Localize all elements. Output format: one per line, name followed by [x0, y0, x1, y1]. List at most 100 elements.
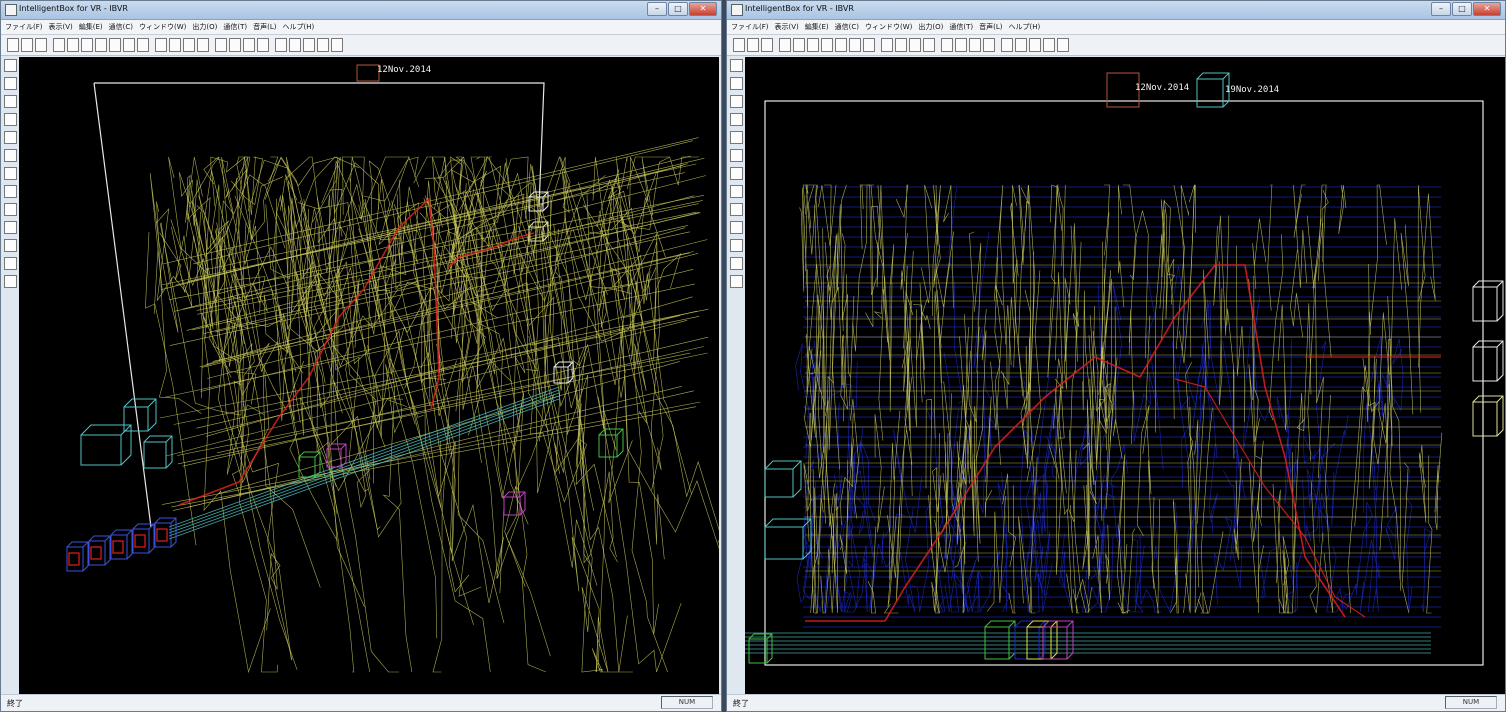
side-tool-button[interactable] [3, 59, 17, 72]
side-tool-button[interactable] [3, 185, 17, 198]
tool-button[interactable] [137, 38, 149, 52]
tool-button[interactable] [969, 38, 981, 52]
maximize-button[interactable]: □ [668, 2, 688, 16]
menu-file[interactable]: ファイル(F) [5, 23, 43, 31]
tool-button[interactable] [109, 38, 121, 52]
menu-view[interactable]: 表示(V) [774, 23, 799, 31]
3d-viewport[interactable]: 12Nov.2014 [19, 57, 719, 695]
menu-audio[interactable]: 音声(L) [979, 23, 1003, 31]
menu-communication[interactable]: 通信(C) [834, 23, 860, 31]
tool-button[interactable] [1043, 38, 1055, 52]
menu-view[interactable]: 表示(V) [48, 23, 73, 31]
side-tool-button[interactable] [729, 113, 743, 126]
tool-button[interactable] [895, 38, 907, 52]
tool-button[interactable] [909, 38, 921, 52]
tool-button[interactable] [941, 38, 953, 52]
side-tool-button[interactable] [729, 59, 743, 72]
side-tool-button[interactable] [729, 221, 743, 234]
menu-help[interactable]: ヘルプ(H) [1008, 23, 1041, 31]
side-tool-button[interactable] [729, 203, 743, 216]
side-tool-button[interactable] [729, 167, 743, 180]
side-tool-button[interactable] [3, 167, 17, 180]
tool-button[interactable] [849, 38, 861, 52]
tool-button[interactable] [1029, 38, 1041, 52]
tool-button[interactable] [197, 38, 209, 52]
menu-window[interactable]: ウィンドウ(W) [865, 23, 913, 31]
tool-button[interactable] [863, 38, 875, 52]
tool-button[interactable] [983, 38, 995, 52]
tool-button[interactable] [95, 38, 107, 52]
side-tool-button[interactable] [729, 149, 743, 162]
tool-button[interactable] [317, 38, 329, 52]
tool-button[interactable] [779, 38, 791, 52]
tool-button[interactable] [7, 38, 19, 52]
tool-button[interactable] [923, 38, 935, 52]
maximize-button[interactable]: □ [1452, 2, 1472, 16]
menu-output[interactable]: 出力(O) [192, 23, 218, 31]
menu-communication[interactable]: 通信(C) [108, 23, 134, 31]
tool-button[interactable] [1057, 38, 1069, 52]
side-tool-button[interactable] [3, 77, 17, 90]
side-tool-button[interactable] [729, 185, 743, 198]
tool-button[interactable] [807, 38, 819, 52]
tool-button[interactable] [81, 38, 93, 52]
menu-output[interactable]: 出力(O) [918, 23, 944, 31]
tool-button[interactable] [67, 38, 79, 52]
close-button[interactable]: ✕ [689, 2, 717, 16]
side-tool-button[interactable] [3, 257, 17, 270]
menu-transfer[interactable]: 通信(T) [223, 23, 248, 31]
side-tool-button[interactable] [3, 95, 17, 108]
tool-button[interactable] [793, 38, 805, 52]
side-tool-button[interactable] [3, 221, 17, 234]
title-bar[interactable]: IntelligentBox for VR - IBVR – □ ✕ [727, 1, 1505, 20]
tool-button[interactable] [229, 38, 241, 52]
tool-button[interactable] [761, 38, 773, 52]
tool-button[interactable] [243, 38, 255, 52]
menu-edit[interactable]: 編集(E) [78, 23, 103, 31]
tool-button[interactable] [733, 38, 745, 52]
menu-edit[interactable]: 編集(E) [804, 23, 829, 31]
side-tool-button[interactable] [3, 239, 17, 252]
tool-button[interactable] [1015, 38, 1027, 52]
tool-button[interactable] [955, 38, 967, 52]
menu-file[interactable]: ファイル(F) [731, 23, 769, 31]
side-tool-button[interactable] [729, 275, 743, 288]
tool-button[interactable] [835, 38, 847, 52]
tool-button[interactable] [155, 38, 167, 52]
tool-button[interactable] [747, 38, 759, 52]
close-button[interactable]: ✕ [1473, 2, 1501, 16]
tool-button[interactable] [821, 38, 833, 52]
title-bar[interactable]: IntelligentBox for VR - IBVR – □ ✕ [1, 1, 721, 20]
tool-button[interactable] [21, 38, 33, 52]
menu-window[interactable]: ウィンドウ(W) [139, 23, 187, 31]
tool-button[interactable] [215, 38, 227, 52]
tool-button[interactable] [289, 38, 301, 52]
menu-transfer[interactable]: 通信(T) [949, 23, 974, 31]
side-tool-button[interactable] [729, 77, 743, 90]
side-tool-button[interactable] [3, 113, 17, 126]
minimize-button[interactable]: – [647, 2, 667, 16]
side-tool-button[interactable] [3, 149, 17, 162]
tool-button[interactable] [183, 38, 195, 52]
minimize-button[interactable]: – [1431, 2, 1451, 16]
tool-button[interactable] [331, 38, 343, 52]
3d-viewport[interactable]: 12Nov.2014 19Nov.2014 [745, 57, 1505, 695]
tool-button[interactable] [123, 38, 135, 52]
side-tool-button[interactable] [3, 131, 17, 144]
side-tool-button[interactable] [3, 203, 17, 216]
side-tool-button[interactable] [729, 131, 743, 144]
side-tool-button[interactable] [729, 257, 743, 270]
tool-button[interactable] [303, 38, 315, 52]
tool-button[interactable] [881, 38, 893, 52]
side-tool-button[interactable] [729, 95, 743, 108]
menu-audio[interactable]: 音声(L) [253, 23, 277, 31]
tool-button[interactable] [1001, 38, 1013, 52]
side-tool-button[interactable] [729, 239, 743, 252]
tool-button[interactable] [257, 38, 269, 52]
tool-button[interactable] [275, 38, 287, 52]
menu-help[interactable]: ヘルプ(H) [282, 23, 315, 31]
side-tool-button[interactable] [3, 275, 17, 288]
tool-button[interactable] [53, 38, 65, 52]
tool-button[interactable] [169, 38, 181, 52]
tool-button[interactable] [35, 38, 47, 52]
